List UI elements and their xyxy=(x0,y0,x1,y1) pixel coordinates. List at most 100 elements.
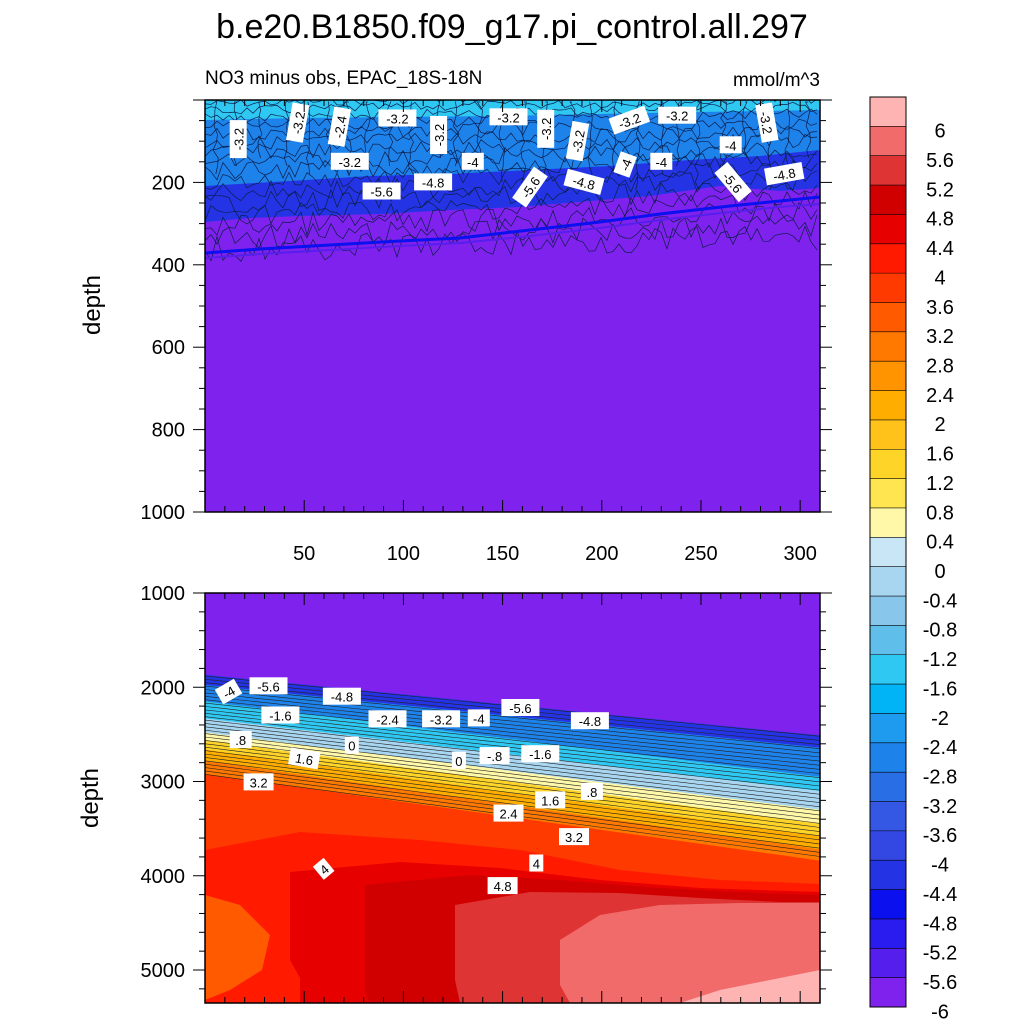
contour-line xyxy=(676,101,680,167)
contour-label-text: -.8 xyxy=(487,749,502,764)
colorbar-tick-label: 2.8 xyxy=(926,356,954,378)
colorbar-swatch xyxy=(870,625,906,656)
colorbar-tick-label: 2.4 xyxy=(926,385,954,407)
upper-boundary-line xyxy=(205,195,820,255)
colorbar-tick-label: -0.8 xyxy=(923,620,957,642)
contour-label-box xyxy=(414,173,453,191)
colorbar-tick-label: -1.6 xyxy=(923,678,957,700)
y-tick-label: 200 xyxy=(152,172,185,194)
upper-ylabel: depth xyxy=(79,275,106,335)
contour-label-box xyxy=(243,773,274,791)
y-tick-label: 600 xyxy=(152,337,185,359)
contour-label: 2.4 xyxy=(493,804,524,822)
contour-line xyxy=(205,133,818,159)
x-tick-label: 150 xyxy=(486,543,519,565)
contour-label-box xyxy=(261,706,300,724)
colorbar-tick-label: 1.6 xyxy=(926,444,954,466)
contour-label-text: .8 xyxy=(586,785,597,800)
contour-label-box xyxy=(764,162,805,186)
contour-label-box xyxy=(286,102,310,143)
colorbar-tick-label: -6 xyxy=(931,1001,949,1023)
contour-line xyxy=(205,736,820,812)
units-label: mmol/m^3 xyxy=(733,70,820,91)
contour-label-box xyxy=(451,751,466,769)
contour-line xyxy=(205,689,820,754)
lower-axis-ticks: 1000 2000 3000 4000 5000 xyxy=(141,583,832,1003)
colorbar-swatch xyxy=(870,478,906,509)
contour-label: 4.8 xyxy=(487,877,518,895)
contour-line xyxy=(408,101,414,175)
contour-label: -4 xyxy=(650,152,673,170)
colorbar-swatch xyxy=(870,331,906,362)
contour-label: -4 xyxy=(467,709,490,727)
contour-label-box xyxy=(650,152,673,170)
contour-label-box xyxy=(580,782,603,800)
contour-line xyxy=(205,716,820,787)
contour-line xyxy=(205,170,818,202)
contour-label-box xyxy=(378,109,417,127)
colorbar-swatch xyxy=(870,302,906,333)
contour-label-text: -4.8 xyxy=(331,690,353,705)
contour-line xyxy=(205,191,818,225)
contour-line xyxy=(205,699,820,766)
contour-label-text: -2.4 xyxy=(331,115,350,140)
colorbar-tick-label: -2.8 xyxy=(923,767,957,789)
contour-label: -.8 xyxy=(479,747,510,765)
contour-label-box xyxy=(330,152,369,170)
x-tick-label: 50 xyxy=(293,543,315,565)
contour-label: 0 xyxy=(451,751,466,769)
chart-subtitle: NO3 minus obs, EPAC_18S-18N xyxy=(205,68,482,89)
y-tick-label: 3000 xyxy=(141,772,186,794)
contour-label-text: -3.2 xyxy=(497,110,519,125)
colorbar-swatch xyxy=(870,507,906,538)
contour-label-box xyxy=(537,109,555,148)
contour-label-box xyxy=(461,152,484,170)
contour-line xyxy=(205,182,818,213)
contour-label: -5.6 xyxy=(362,182,401,200)
contour-line xyxy=(205,100,567,107)
contour-label-box xyxy=(755,102,779,143)
colorbar-tick-label: -4.4 xyxy=(923,884,957,906)
red-band-fill-6 xyxy=(680,970,820,1003)
contour-label: -4 xyxy=(461,152,484,170)
colorbar-swatch xyxy=(870,713,906,744)
contour-label-box xyxy=(487,877,518,895)
contour-label-text: 0 xyxy=(455,754,462,769)
y-tick-label: 5000 xyxy=(141,960,186,982)
colorbar-swatch xyxy=(870,830,906,861)
contour-line xyxy=(804,101,811,159)
contour-label-text: 4 xyxy=(533,857,540,872)
colorbar-swatch xyxy=(870,273,906,303)
contour-line xyxy=(205,760,820,841)
contour-label-box xyxy=(479,747,510,765)
contour-label-box xyxy=(214,678,243,705)
contour-label: -4.8 xyxy=(764,162,805,186)
colorbar-swatch xyxy=(870,742,906,773)
colorbar-swatch xyxy=(870,537,906,568)
contour-line xyxy=(205,696,820,762)
contour-label: -3.2 xyxy=(608,105,651,135)
upper-contour-labels: -3.2 -3.2 -2.4 -3.2 -3.2 -3.2 -3.2 -3.2 -3.2 -3.2… xyxy=(229,102,805,208)
contour-label: -1.6 xyxy=(521,745,560,763)
colorbar-tick-label: 0 xyxy=(934,561,945,583)
contour-label: -3.2 xyxy=(422,710,461,728)
lower-frame xyxy=(204,592,821,1004)
contour-label-box xyxy=(521,745,560,763)
contour-line xyxy=(205,757,820,837)
contour-label: -3.2 xyxy=(229,120,247,159)
contour-label: 1.6 xyxy=(288,747,321,770)
upper-axis-ticks: 200 400 600 800 1000 50 100 150 200 250 300 xyxy=(141,99,832,565)
upper-panel: -3.2 -3.2 -2.4 -3.2 -3.2 -3.2 -3.2 -3.2 -3.2 -3.2… xyxy=(141,99,832,565)
colorbar-tick-label: 3.6 xyxy=(926,297,954,319)
contour-label-box xyxy=(493,804,524,822)
contour-label-text: -3.2 xyxy=(386,112,408,127)
colorbar-swatch xyxy=(870,654,906,685)
contour-label: -3.2 xyxy=(565,120,590,162)
colorbar-tick-label: 1.2 xyxy=(926,473,954,495)
contour-label-text: 3.2 xyxy=(565,830,583,845)
contour-label-box xyxy=(535,791,566,809)
contour-label-box xyxy=(719,136,742,154)
contour-label: -4 xyxy=(613,151,637,178)
contour-label-text: -5.6 xyxy=(257,679,279,694)
contour-line xyxy=(720,101,727,174)
